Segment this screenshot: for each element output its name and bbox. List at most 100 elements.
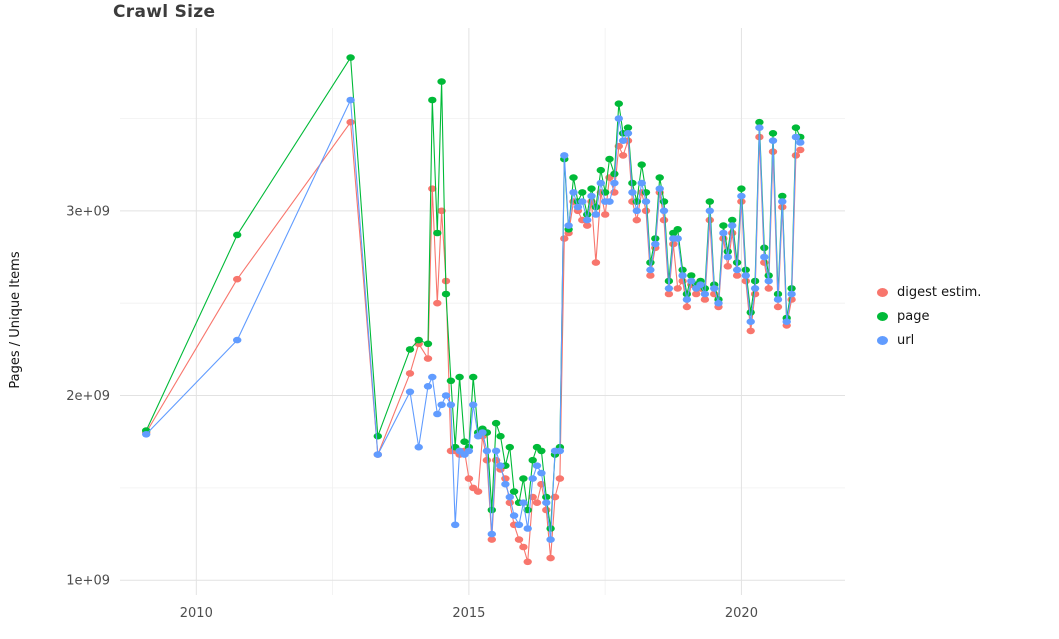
data-point: [519, 475, 528, 482]
data-point: [423, 355, 433, 362]
data-point: [705, 207, 714, 215]
data-point: [423, 340, 433, 348]
data-point: [233, 275, 242, 283]
data-point: [655, 174, 664, 181]
data-point: [583, 222, 592, 229]
data-point: [569, 174, 578, 181]
data-point: [728, 222, 737, 229]
data-point: [646, 272, 655, 279]
data-point: [673, 235, 682, 242]
data-point: [764, 277, 773, 285]
data-point: [433, 299, 442, 307]
data-point: [768, 130, 778, 137]
data-point: [505, 443, 514, 451]
data-point: [687, 277, 696, 285]
data-point: [664, 285, 674, 292]
data-point: [773, 303, 783, 311]
data-point: [437, 401, 446, 409]
data-point: [491, 419, 501, 427]
data-point: [710, 285, 719, 292]
x-tick-label: 2010: [180, 606, 213, 621]
data-point: [501, 480, 510, 488]
data-point: [796, 146, 805, 154]
data-point: [673, 285, 682, 292]
data-point: [746, 318, 755, 326]
data-point: [623, 124, 633, 131]
data-point: [469, 401, 478, 409]
legend: digest estim. page url: [877, 285, 981, 348]
series-line: [145, 121, 801, 563]
data-point: [433, 229, 442, 237]
data-point: [641, 198, 651, 205]
data-point: [618, 152, 628, 159]
data-point: [623, 130, 633, 137]
data-point: [591, 259, 601, 266]
data-point: [755, 118, 764, 126]
data-point: [700, 290, 710, 298]
data-point: [610, 179, 619, 187]
data-point: [705, 198, 714, 205]
data-point: [478, 429, 487, 436]
data-point: [723, 248, 732, 255]
data-point: [618, 137, 628, 144]
data-point: [414, 443, 423, 451]
legend-label: url: [897, 333, 915, 348]
data-point: [423, 383, 433, 390]
data-point: [637, 161, 646, 168]
data-point: [614, 115, 623, 122]
data-point: [782, 318, 791, 326]
data-point: [523, 558, 532, 566]
data-point: [719, 222, 728, 229]
x-tick-label: 2020: [725, 606, 758, 621]
y-tick-label: 1e+09: [66, 574, 110, 589]
data-point: [514, 536, 524, 543]
data-point: [591, 211, 601, 218]
x-tick-label: 2015: [452, 606, 485, 621]
data-point: [491, 447, 501, 455]
data-point: [546, 554, 555, 562]
data-point: [714, 299, 723, 307]
data-point: [569, 189, 578, 196]
legend-item-page: page: [877, 309, 981, 324]
data-point: [437, 78, 446, 85]
data-point: [678, 272, 687, 279]
data-point: [560, 235, 569, 242]
data-point: [682, 303, 692, 311]
data-point: [451, 521, 460, 529]
chart-title: Crawl Size: [113, 2, 216, 22]
data-point: [233, 231, 242, 239]
data-point: [405, 346, 415, 353]
data-point: [605, 198, 614, 205]
data-point: [514, 521, 524, 529]
y-tick-label: 2e+09: [66, 389, 110, 404]
data-point: [509, 488, 519, 495]
data-point: [587, 192, 596, 200]
data-point: [760, 253, 769, 261]
data-point: [428, 373, 437, 381]
data-point: [673, 226, 682, 233]
data-point: [542, 506, 551, 514]
data-point: [455, 373, 464, 381]
data-point: [405, 388, 415, 396]
data-point: [700, 296, 710, 303]
data-point: [610, 170, 619, 178]
data-point: [482, 447, 492, 455]
data-point: [346, 96, 355, 104]
data-point: [791, 124, 801, 131]
data-point: [719, 229, 728, 237]
data-point: [723, 263, 732, 270]
data-point: [532, 462, 542, 470]
series-line: [145, 99, 801, 541]
data-point: [687, 272, 696, 279]
data-point: [614, 100, 623, 107]
series-digest-estim: [142, 118, 805, 566]
data-point: [487, 530, 496, 538]
data-point: [741, 277, 750, 285]
data-point: [628, 189, 637, 196]
legend-item-url: url: [877, 333, 981, 348]
data-point: [546, 536, 555, 543]
legend-label: digest estim.: [897, 285, 982, 300]
data-point: [659, 198, 669, 205]
legend-item-digest-estim: digest estim.: [877, 285, 981, 300]
data-point: [373, 432, 382, 440]
